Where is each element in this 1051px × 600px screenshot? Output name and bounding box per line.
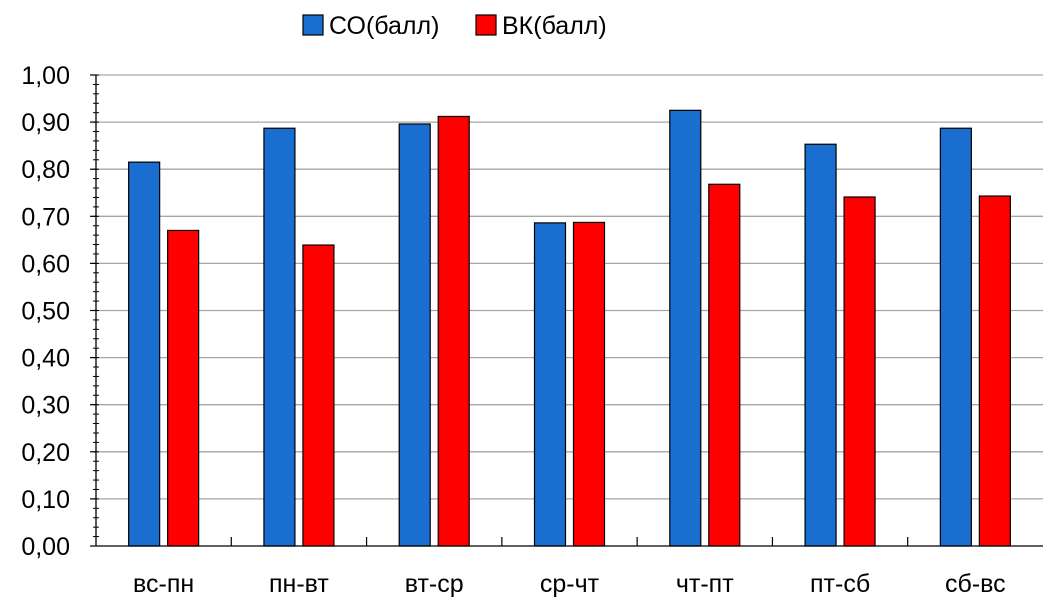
- x-tick-label: пт-сб: [810, 570, 870, 598]
- bar-series-2: [978, 195, 1011, 547]
- y-tick-label: 0,50: [21, 298, 70, 326]
- y-tick-label: 0,70: [21, 203, 70, 231]
- bar-series-1: [804, 143, 837, 547]
- legend-swatch: [302, 14, 324, 36]
- x-axis-tick-labels: вс-пн пн-вт вт-ср ср-чт чт-пт пт-сб сб-вс: [133, 570, 1006, 598]
- bar-series-1: [669, 109, 702, 547]
- y-tick-label: 1,00: [21, 62, 70, 90]
- y-tick-label: 0,00: [21, 533, 70, 561]
- bar-series-1: [939, 127, 972, 547]
- y-tick-label: 0,80: [21, 156, 70, 184]
- y-axis-tick-labels: 0,00 0,10 0,20 0,30 0,40 0,50 0,60 0,70 0,80 0,90…: [21, 62, 70, 561]
- x-tick-label: чт-пт: [676, 570, 734, 598]
- x-tick-label: вс-пн: [133, 570, 194, 598]
- y-tick-label: 0,60: [21, 250, 70, 278]
- bar-series-2: [167, 229, 200, 547]
- bar-series-2: [572, 221, 606, 547]
- legend-label: СО(балл): [329, 12, 439, 40]
- chart-legend: СО(балл) ВК(балл): [302, 12, 607, 40]
- grid-lines: [96, 74, 1043, 500]
- bar-series-2: [708, 183, 741, 547]
- bars: [128, 109, 1011, 547]
- y-tick-label: 0,90: [21, 109, 70, 137]
- bar-series-2: [302, 244, 335, 547]
- x-tick-label: вт-ср: [405, 570, 464, 598]
- bar-series-2: [843, 196, 876, 547]
- x-tick-label: пн-вт: [269, 570, 329, 598]
- bar-series-1: [533, 222, 567, 547]
- bar-series-1: [398, 123, 431, 547]
- axes: [90, 74, 1043, 547]
- bar-series-1: [263, 127, 296, 547]
- legend-label: ВК(балл): [502, 12, 607, 40]
- legend-swatch: [475, 14, 497, 36]
- bar-series-2: [437, 115, 470, 547]
- y-tick-label: 0,20: [21, 439, 70, 467]
- bar-series-1: [128, 161, 161, 547]
- y-tick-label: 0,10: [21, 486, 70, 514]
- y-tick-label: 0,40: [21, 345, 70, 373]
- y-tick-label: 0,30: [21, 392, 70, 420]
- x-tick-label: ср-чт: [540, 570, 600, 598]
- x-tick-label: сб-вс: [945, 570, 1006, 598]
